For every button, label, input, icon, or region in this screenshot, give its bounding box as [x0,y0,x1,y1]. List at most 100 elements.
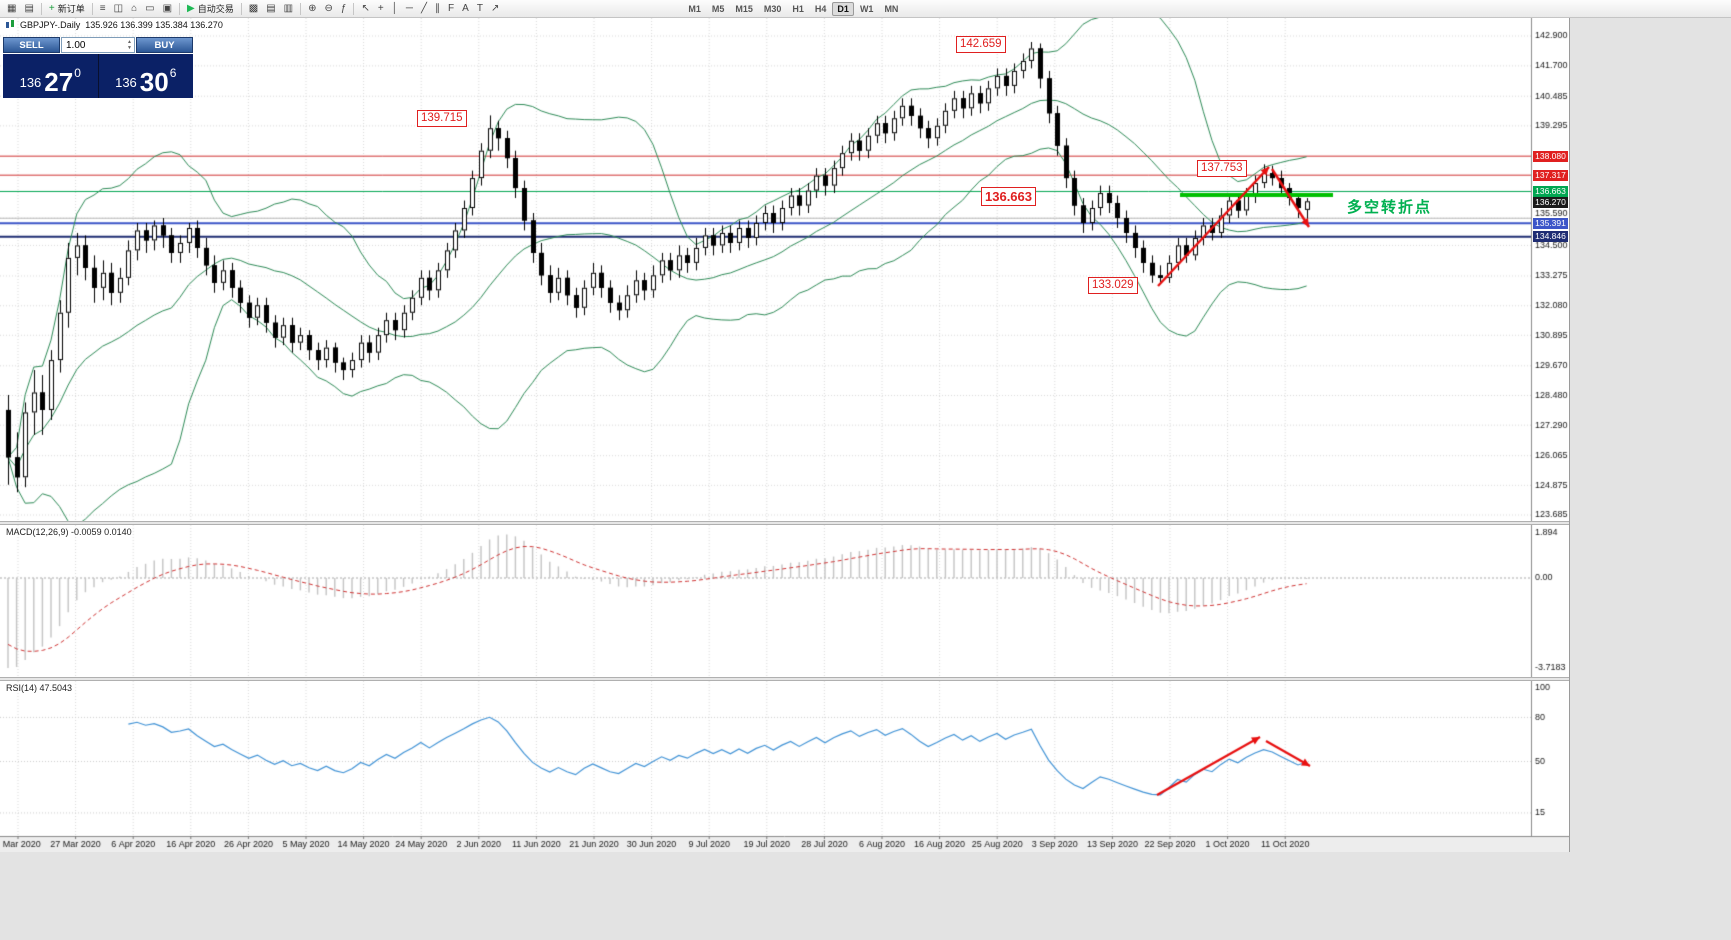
zoom-out-icon[interactable]: ⊖ [320,0,336,17]
price-label-annotation[interactable]: 137.753 [1197,160,1247,177]
macd-name: MACD(12,26,9) [6,527,69,537]
timeframe-d1[interactable]: D1 [832,1,854,16]
volume-input[interactable] [64,38,108,52]
chart-canvas[interactable] [0,18,1569,852]
new-order-button[interactable]: + 新订单 [45,0,89,17]
sell-price-display[interactable]: 136 27 0 [3,54,98,98]
text-label-icon: T [476,3,483,14]
price-marker-138.080: 138.080 [1533,150,1568,162]
buy-button[interactable]: BUY [136,37,193,53]
toolbar-separator [300,2,302,15]
trendline-icon[interactable]: ╱ [417,0,431,17]
volume-down-button[interactable]: ▼ [127,45,132,51]
buy-price-integer: 136 [115,75,137,90]
volume-up-button[interactable]: ▲ [127,39,132,45]
horizontal-line-icon[interactable]: ─ [402,0,417,17]
price-marker-135.391: 135.391 [1533,217,1568,229]
cursor-icon[interactable]: ↖ [357,0,373,17]
vertical-line-icon[interactable]: │ [388,0,402,17]
vertical-line-icon: │ [391,3,398,14]
new-order-button-label: 新订单 [57,4,85,14]
text-icon: A [462,3,469,14]
buy-price-point: 6 [169,66,177,80]
zoom-in-icon[interactable]: ⊕ [304,0,320,17]
tile-vertically-icon[interactable]: ▥ [280,0,297,17]
rsi-value: 47.5043 [39,683,73,693]
panel-resize-handle[interactable] [0,677,1569,681]
new-order-button: + [48,3,55,14]
market-watch-icon: ≡ [99,3,106,14]
macd-label: MACD(12,26,9) -0.0059 0.0140 [6,527,132,537]
terminal-icon: ▭ [145,3,155,14]
toolbar-separator [179,2,181,15]
chart-panel: GBPJPY-.Daily 135.926 136.399 135.384 13… [0,18,1570,852]
toolbar-separator [240,2,242,15]
zoom-in-icon: ⊕ [308,3,317,14]
tile-vertically-icon: ▥ [283,3,294,14]
trendline-icon: ╱ [421,3,428,14]
timeframe-m30[interactable]: M30 [763,3,782,14]
volume-field[interactable]: ▲ ▼ [61,37,135,53]
fibonacci-icon[interactable]: F [444,0,458,17]
text-icon[interactable]: A [458,0,473,17]
crosshair-icon: + [377,3,384,14]
cascade-windows-icon: ▩ [248,3,259,14]
tile-horizontally-icon[interactable]: ▤ [262,0,279,17]
profiles-icon[interactable]: ▤ [20,0,37,17]
price-label-annotation[interactable]: 142.659 [956,36,1006,53]
toolbar-separator [91,2,93,15]
cascade-windows-icon[interactable]: ▩ [245,0,262,17]
timeframe-m15[interactable]: M15 [735,3,753,14]
price-marker-134.846: 134.846 [1533,231,1568,243]
autotrading-button: ▶ [187,3,195,14]
crosshair-icon[interactable]: + [374,0,388,17]
arrow-tools-icon[interactable]: ↗ [487,0,503,17]
toolbar-separator [40,2,42,15]
sell-price-point: 0 [74,66,81,80]
market-watch-icon[interactable]: ≡ [96,0,110,17]
horizontal-line-icon: ─ [405,3,414,14]
rsi-name: RSI(14) [6,683,38,693]
terminal-icon[interactable]: ▭ [141,0,158,17]
channel-icon: ∥ [435,3,441,14]
sell-price-integer: 136 [19,75,42,90]
symbol-ohlc: 135.926 136.399 135.384 136.270 [85,20,223,30]
candlestick-icon [6,20,14,28]
autotrading-button[interactable]: ▶ 自动交易 [183,0,238,17]
price-label-annotation[interactable]: 133.029 [1088,277,1138,294]
navigator-icon: ⌂ [131,3,138,14]
price-marker-136.270: 136.270 [1533,196,1568,208]
text-label-icon[interactable]: T [473,0,487,17]
strategy-tester-icon: ▣ [162,3,173,14]
new-chart-icon[interactable]: ▦ [3,0,20,17]
timeframe-h1[interactable]: H1 [792,3,804,14]
profiles-icon: ▤ [24,3,34,14]
price-label-annotation[interactable]: 136.663 [981,187,1036,206]
timeframe-mn[interactable]: MN [884,3,899,14]
tile-horizontally-icon: ▤ [266,3,276,14]
panel-resize-handle[interactable] [0,521,1569,525]
strategy-tester-icon[interactable]: ▣ [159,0,176,17]
volume-spinner: ▲ ▼ [127,39,132,51]
timeframe-w1[interactable]: W1 [859,3,874,14]
timeframe-group: M1 M5 M15 M30 H1 H4 D1 W1 MN [683,1,903,16]
turning-point-note[interactable]: 多空转折点 [1347,199,1433,216]
symbol-info: GBPJPY-.Daily 135.926 136.399 135.384 13… [5,20,223,30]
one-click-trading-widget: SELL ▲ ▼ BUY 136 27 0 136 30 6 [3,37,193,98]
timeframe-m1[interactable]: M1 [688,3,701,14]
buy-price-display[interactable]: 136 30 6 [98,54,193,98]
data-window-icon[interactable]: ◫ [110,0,127,17]
indicators-icon[interactable]: ƒ [337,0,351,17]
price-label-annotation[interactable]: 139.715 [417,110,467,127]
macd-values: -0.0059 0.0140 [71,527,132,537]
timeframe-m5[interactable]: M5 [711,3,725,14]
sell-button[interactable]: SELL [3,37,60,53]
timeframe-h4[interactable]: H4 [814,3,827,14]
navigator-icon[interactable]: ⌂ [127,0,141,17]
new-chart-icon: ▦ [7,3,17,14]
arrow-tools-icon: ↗ [490,3,500,14]
channel-icon[interactable]: ∥ [431,0,444,17]
symbol-name: GBPJPY-.Daily [20,20,81,30]
price-marker-137.317: 137.317 [1533,169,1568,181]
